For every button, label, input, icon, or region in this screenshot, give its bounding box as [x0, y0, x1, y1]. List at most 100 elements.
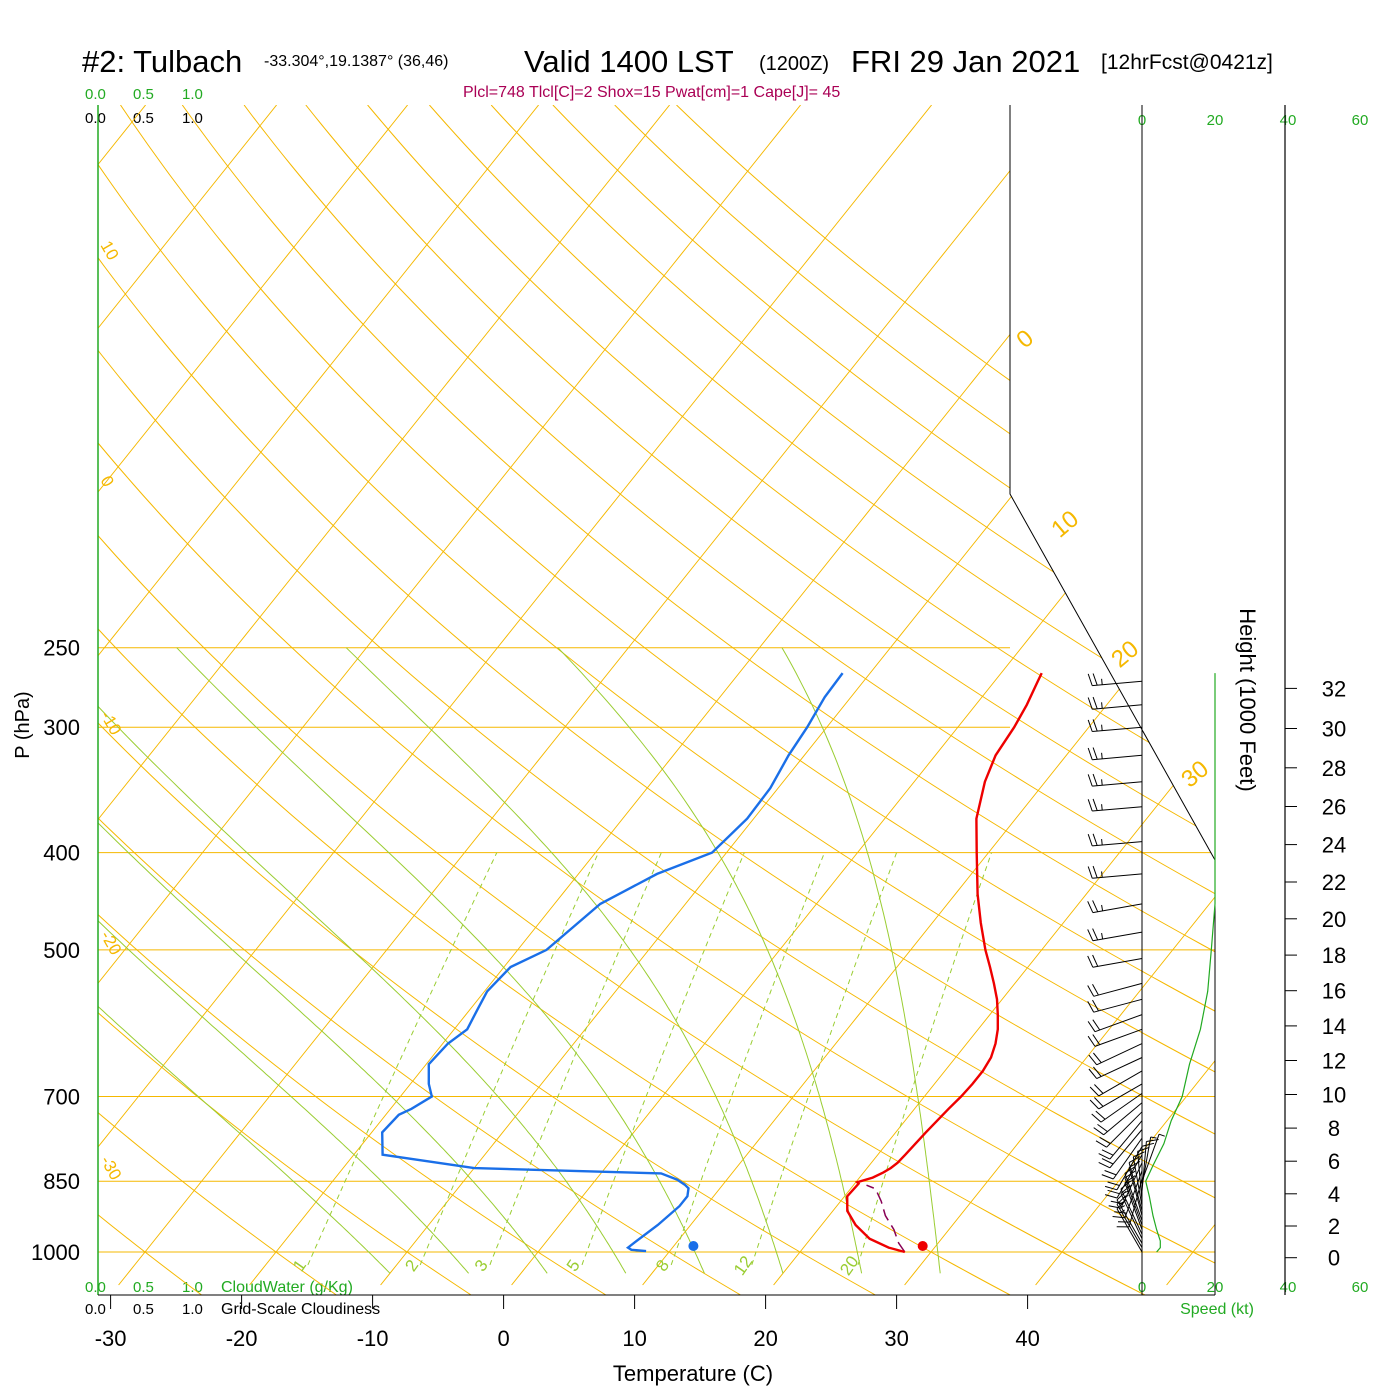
valid-date: FRI 29 Jan 2021 — [851, 44, 1080, 79]
wind-barb-staff — [1103, 1102, 1143, 1136]
wind-barb — [1098, 1120, 1143, 1160]
wind-barb-staff — [1093, 982, 1143, 997]
x-tick-label: 30 — [884, 1326, 908, 1351]
mixing-ratio-1 — [307, 852, 498, 1266]
x-tick-label: 20 — [753, 1326, 777, 1351]
isotherm-30 — [904, 105, 1215, 1286]
wind-barb-half — [1101, 933, 1104, 940]
wind-barb-full — [1087, 673, 1093, 686]
wind-barb-full — [1087, 719, 1093, 732]
wind-barb-staff — [1092, 931, 1143, 942]
height-tick-label: 16 — [1322, 979, 1346, 1004]
wind-barb-full — [1092, 747, 1098, 760]
wind-barb — [1091, 1092, 1143, 1123]
wind-barb-staff — [1106, 1111, 1143, 1148]
x-tick-label: -10 — [357, 1326, 389, 1351]
wind-barb-full — [1087, 866, 1093, 879]
wind-barb — [1108, 1162, 1143, 1209]
wind-barb-full — [1093, 1052, 1102, 1063]
wind-barb-full — [1095, 1140, 1107, 1148]
temperature-profile — [845, 672, 1043, 1254]
x-axis-title: Temperature (C) — [613, 1361, 773, 1386]
height-tick-label: 10 — [1322, 1083, 1346, 1108]
wind-barb-full — [1088, 1068, 1098, 1079]
wind-barb-full — [1092, 773, 1098, 786]
wind-barb-full — [1094, 1097, 1104, 1107]
height-tick-label: 2 — [1328, 1214, 1340, 1239]
cloudiness-bottom-0: 0.0 — [85, 1301, 106, 1318]
wind-barb-full — [1104, 1170, 1117, 1176]
wind-barb-full — [1094, 1084, 1104, 1094]
wind-barb-full — [1093, 1066, 1102, 1077]
wind-barb-staff — [1092, 903, 1143, 914]
dry-adiabat-40 — [98, 105, 1185, 1295]
x-tick-label: 0 — [497, 1326, 509, 1351]
wind-barb-full — [1087, 697, 1093, 710]
wind-barb — [1104, 1154, 1143, 1199]
wind-barb — [1089, 1083, 1143, 1110]
isotherm--80 — [98, 105, 408, 1286]
moist-adiabat-20 — [345, 647, 784, 1274]
speed-axis-label: Speed (kt) — [1180, 1301, 1254, 1318]
mixing-ratio-20 — [857, 852, 992, 1266]
isotherm--50 — [98, 105, 801, 1286]
isotherm-label: 10 — [97, 238, 123, 264]
isotherm--10 — [380, 105, 1215, 1286]
zulu-time: (1200Z) — [759, 53, 829, 75]
wind-barb — [1141, 1139, 1159, 1192]
wind-barb-staff — [1112, 1137, 1143, 1180]
height-tick-label: 24 — [1322, 833, 1346, 858]
valid-time: Valid 1400 LST — [524, 44, 734, 79]
dry-adiabat-20 — [98, 105, 912, 1295]
dry-adiabat-30 — [98, 105, 1049, 1295]
wind-barb-full — [1092, 983, 1099, 996]
wind-barb-full — [1087, 985, 1095, 997]
dry-adiabat-50 — [98, 105, 1215, 1295]
wind-barb-staff — [1094, 1028, 1143, 1047]
moist-adiabat-26 — [557, 647, 863, 1274]
cloudiness-bottom-2: 1.0 — [182, 1301, 203, 1318]
wind-barb-full — [1087, 901, 1094, 913]
surface-temperature-dot — [917, 1241, 928, 1251]
wind-barb-full — [1107, 1189, 1120, 1195]
cloud-scale-bottom: 0.0 0.5 1.0 CloudWater (g/Kg) 0.0 0.5 1.… — [85, 1279, 380, 1318]
wind-barb-full — [1101, 1149, 1114, 1156]
wind-barb-full — [1101, 1174, 1114, 1180]
wind-barb-staff — [1124, 1177, 1143, 1226]
moist-adiabat--4 — [98, 647, 469, 1274]
wind-barb-full — [1087, 1035, 1096, 1047]
isotherm--90 — [98, 105, 277, 1286]
wind-barb — [1087, 773, 1143, 787]
wind-barb-staff — [1092, 704, 1143, 710]
x-tick-label: -20 — [226, 1326, 258, 1351]
wind-barb-staff — [1092, 754, 1143, 761]
wind-barb-full — [1092, 719, 1098, 732]
wind-barb-staff — [1092, 781, 1143, 787]
wind-barb-full — [1092, 865, 1098, 878]
wind-barb — [1087, 747, 1143, 761]
wind-barb-staff — [1116, 1154, 1143, 1199]
height-tick-label: 6 — [1328, 1149, 1340, 1174]
mixing-ratio-label: 5 — [563, 1256, 584, 1275]
wind-barb-full — [1114, 1211, 1127, 1214]
dry-adiabat-70 — [98, 105, 1215, 1295]
x-tick-label: -30 — [95, 1326, 127, 1351]
dry-adiabat--10 — [98, 105, 503, 1295]
wind-barb-half — [1101, 678, 1103, 685]
mixing-ratio-3 — [489, 852, 662, 1266]
wind-barb — [1087, 833, 1143, 847]
wind-barb-full — [1087, 955, 1094, 968]
isotherm--70 — [98, 105, 539, 1286]
height-tick-label: 8 — [1328, 1116, 1340, 1141]
isotherm-label: 0 — [97, 473, 118, 491]
isotherm-40 — [1035, 105, 1215, 1286]
wind-barb-staff — [1128, 1178, 1143, 1228]
wind-barb — [1087, 798, 1143, 812]
wind-barb — [1095, 1111, 1143, 1148]
isotherm-60 — [1298, 105, 1400, 1285]
wind-barb-half — [1101, 702, 1103, 709]
isotherm-10 — [642, 105, 1215, 1286]
wind-barb-half — [1101, 871, 1103, 878]
p-tick-label: 250 — [43, 636, 80, 661]
